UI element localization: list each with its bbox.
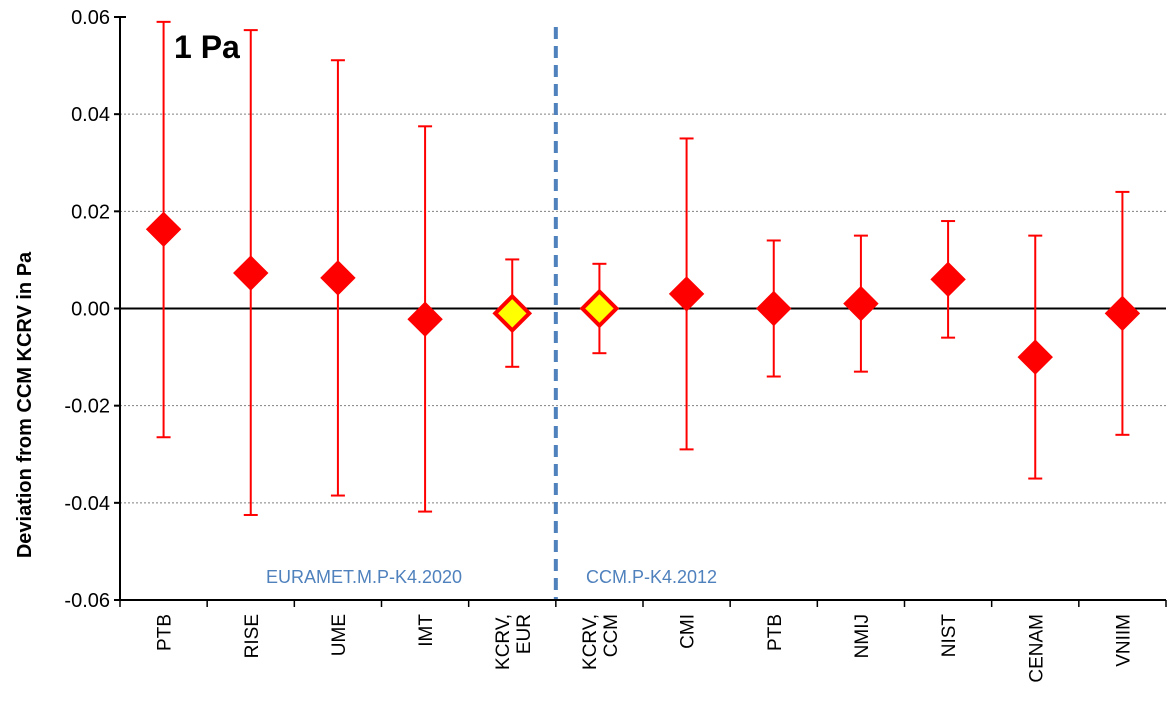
data-point-marker [407, 301, 443, 337]
data-point-marker [756, 290, 792, 327]
section-label-euramet: EURAMET.M.P-K4.2020 [266, 567, 462, 587]
y-tick-label: 0.06 [71, 7, 110, 29]
data-point-marker [1017, 339, 1053, 375]
y-tick-label: -0.04 [64, 493, 110, 515]
data-point-marker [145, 211, 182, 248]
x-category-label: CENAM [1026, 614, 1047, 683]
axes [114, 16, 1167, 607]
y-tick-label: 0.04 [71, 104, 110, 126]
data-point-marker [233, 255, 269, 291]
kcrv-marker [492, 293, 533, 334]
x-category-label: NMIJ [852, 614, 873, 658]
y-tick-label: -0.06 [64, 590, 110, 612]
section-label-ccm: CCM.P-K4.2012 [586, 567, 717, 587]
y-tick-label: -0.02 [64, 396, 110, 418]
data-point-marker [320, 260, 356, 296]
x-category-label: NIST [939, 614, 960, 658]
data-markers [145, 211, 1141, 375]
x-category-label: PTB [765, 614, 786, 651]
x-category-label: UME [329, 614, 350, 656]
x-category-label: EUR [514, 614, 535, 654]
x-category-label: CCM [601, 614, 622, 657]
x-category-label: KCRV, [580, 614, 601, 670]
y-tick-label: 0.00 [71, 299, 110, 321]
x-category-label: PTB [155, 614, 176, 651]
kcrv-marker [579, 288, 620, 329]
data-point-marker [843, 285, 879, 322]
error-bars [156, 20, 1130, 516]
chart-title: 1 Pa [174, 29, 240, 65]
x-category-label: CMI [678, 614, 699, 649]
x-tick-labels: PTB RISE UME IMT KCRV, EUR KCRV, CCM CMI PTB NMIJ N… [155, 614, 1135, 683]
y-axis-label: Deviation from CCM KCRV in Pa [14, 251, 36, 558]
data-point-marker [668, 276, 705, 312]
x-category-label: RISE [242, 614, 263, 658]
y-tick-label: 0.02 [71, 201, 110, 223]
data-point-marker [930, 261, 966, 298]
x-category-label: VNIIM [1113, 614, 1134, 667]
y-tick-labels: -0.06 -0.04 -0.02 0.00 0.02 0.04 0.06 [64, 7, 110, 612]
x-category-label: IMT [416, 614, 437, 647]
x-category-label: KCRV, [493, 614, 514, 670]
data-point-marker [1104, 295, 1141, 332]
